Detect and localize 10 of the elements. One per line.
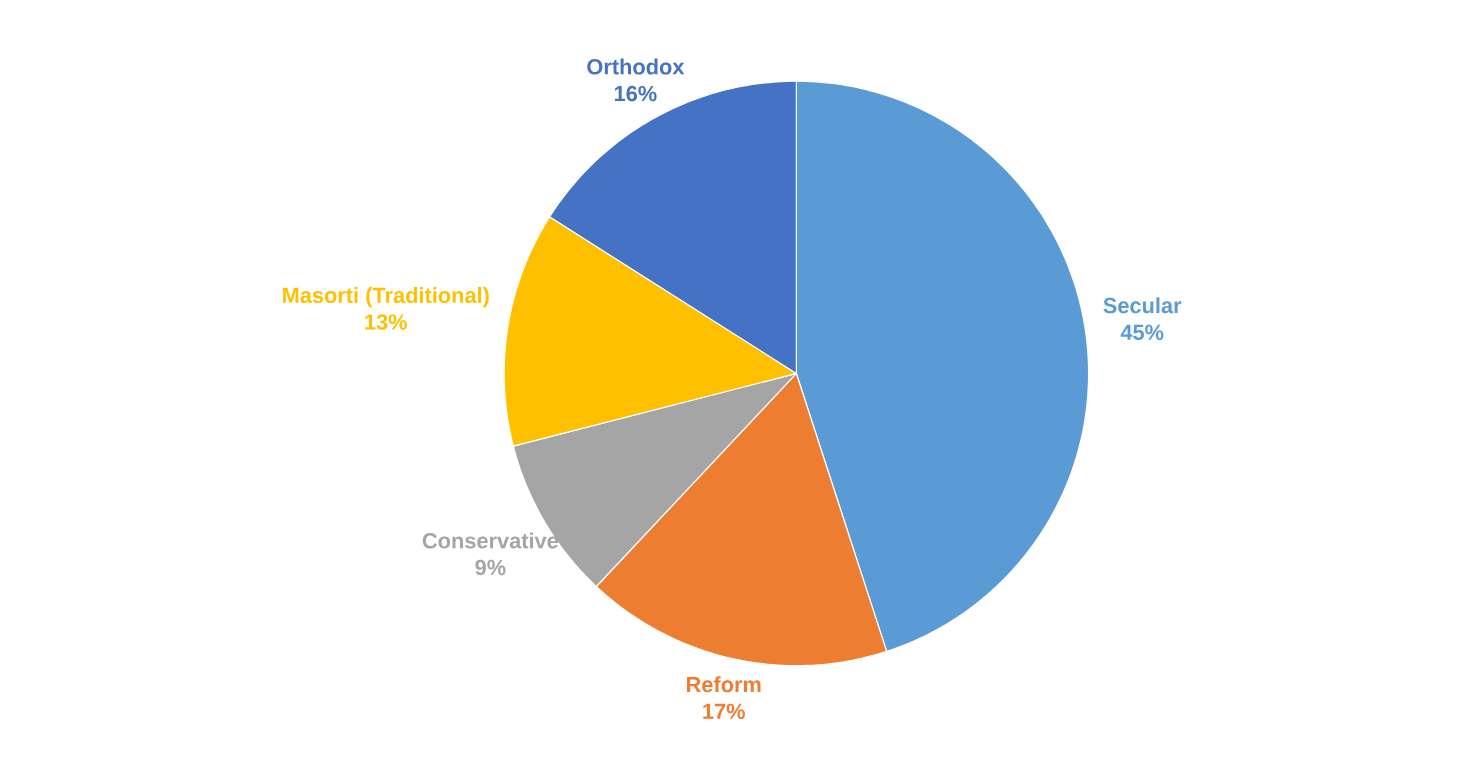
slice-label: Secular bbox=[1103, 297, 1182, 314]
slice-label: Masorti (Traditional) bbox=[283, 287, 489, 308]
data-label: 17% bbox=[703, 703, 745, 720]
data-label: 9% bbox=[475, 559, 506, 576]
slice-label: Orthodox bbox=[587, 58, 685, 75]
data-label: 13% bbox=[365, 314, 407, 330]
slice-label: Conservative bbox=[422, 532, 559, 549]
slice-label: Reform bbox=[687, 676, 761, 693]
data-label: 16% bbox=[614, 85, 657, 102]
data-label: 45% bbox=[1120, 324, 1164, 341]
